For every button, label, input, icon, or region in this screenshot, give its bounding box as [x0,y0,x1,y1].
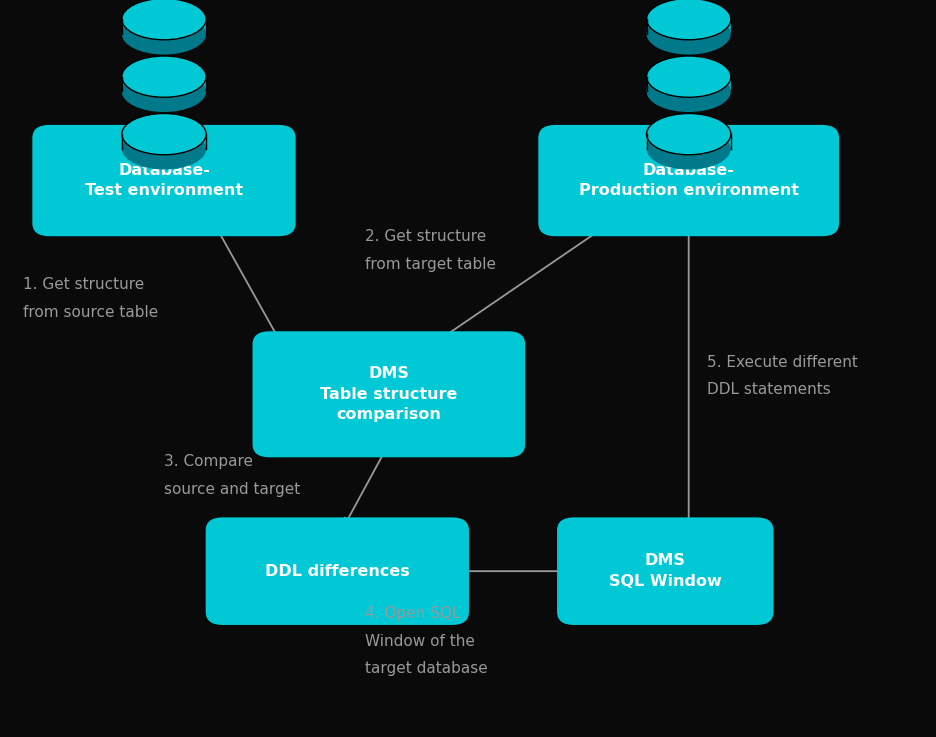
Ellipse shape [122,56,206,97]
Text: DMS
Table structure
comparison: DMS Table structure comparison [320,366,457,422]
Ellipse shape [646,56,730,97]
Polygon shape [122,134,206,149]
FancyBboxPatch shape [537,125,838,237]
Text: Database-
Test environment: Database- Test environment [85,163,242,198]
Ellipse shape [122,0,206,40]
Text: DDL differences: DDL differences [265,564,409,579]
Ellipse shape [122,128,206,170]
Ellipse shape [646,128,730,170]
Ellipse shape [646,0,730,40]
FancyBboxPatch shape [206,517,468,625]
Polygon shape [646,19,730,34]
FancyBboxPatch shape [556,517,772,625]
Ellipse shape [122,113,206,155]
Text: 2. Get structure

from target table: 2. Get structure from target table [365,229,496,272]
Text: 3. Compare

source and target: 3. Compare source and target [164,454,300,497]
Ellipse shape [646,13,730,55]
Text: Database-
Production environment: Database- Production environment [578,163,797,198]
FancyBboxPatch shape [32,125,295,237]
Ellipse shape [122,71,206,112]
Polygon shape [122,19,206,34]
Polygon shape [122,77,206,91]
FancyBboxPatch shape [252,332,524,457]
Ellipse shape [646,71,730,112]
Text: 5. Execute different

DDL statements: 5. Execute different DDL statements [707,354,857,397]
Text: DMS
SQL Window: DMS SQL Window [608,553,721,589]
Text: 4. Open SQL

Window of the

target database: 4. Open SQL Window of the target databas… [365,606,488,677]
Text: 1. Get structure

from source table: 1. Get structure from source table [23,277,158,320]
Ellipse shape [122,13,206,55]
Polygon shape [646,77,730,91]
Polygon shape [646,134,730,149]
Ellipse shape [646,113,730,155]
